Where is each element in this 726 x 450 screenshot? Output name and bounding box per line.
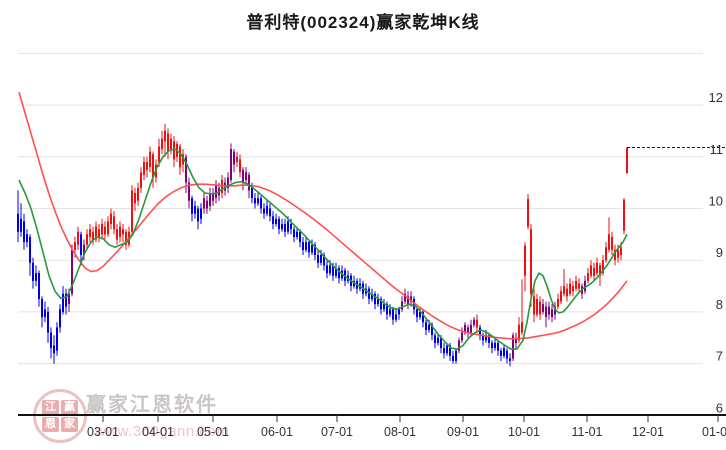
y-axis-tick-label: 9 [716, 245, 723, 260]
x-axis-tick-label: 05-01 [197, 425, 229, 439]
gridlines [18, 52, 703, 365]
x-axis-tick-label: 03-01 [87, 425, 119, 439]
candles-layer [17, 123, 628, 367]
logo-char: 赢 [61, 400, 78, 415]
logo-char: 家 [61, 417, 78, 432]
x-axis-tick-label: 07-01 [321, 425, 353, 439]
x-axis-tick-label: 06-01 [261, 425, 293, 439]
y-axis-tick-label: 10 [709, 194, 723, 209]
x-axis-tick-label: 08-01 [384, 425, 416, 439]
logo-char: 恩 [42, 417, 59, 432]
x-axis-tick-label: 01-01 [702, 425, 726, 439]
y-axis-tick-label: 7 [716, 349, 723, 364]
y-axis-tick-label: 12 [709, 90, 723, 105]
x-axis-tick-label: 11-01 [571, 425, 602, 439]
y-axis-tick-label: 6 [716, 400, 723, 415]
y-axis-labels: 12 11 10 9 8 7 6 [709, 90, 723, 415]
y-axis-tick-label: 11 [710, 142, 724, 157]
x-axis-tick-label: 04-01 [142, 425, 174, 439]
watermark-url-text: www.360gann.com [95, 423, 230, 440]
ma-long-line [18, 91, 628, 340]
chart-title: 普利特(002324)赢家乾坤K线 [246, 13, 480, 32]
logo-character-grid: 江 赢 恩 家 [42, 400, 78, 432]
ma-short-line [18, 148, 628, 350]
x-axis-tick-label: 12-01 [632, 425, 664, 439]
x-axis-tick-label: 09-01 [447, 425, 479, 439]
watermark-brand-text: 赢家江恩软件 [86, 394, 218, 416]
x-axis-tick-label: 10-01 [508, 425, 540, 439]
x-axis: 03-01 04-01 05-01 06-01 07-01 08-01 09-01 10-01… [18, 414, 726, 439]
y-axis-tick-label: 8 [716, 297, 723, 312]
logo-char: 江 [42, 400, 59, 415]
